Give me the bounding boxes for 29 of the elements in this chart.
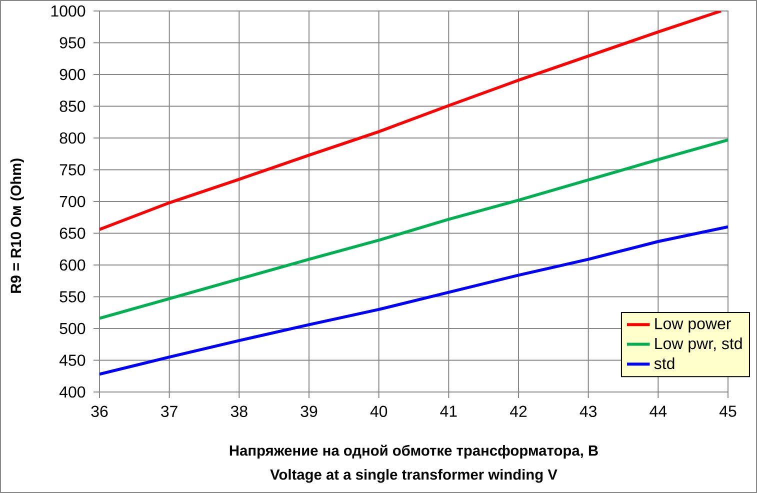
x-tick-label: 44 (650, 406, 667, 417)
x-tick-label: 45 (719, 406, 736, 417)
y-tick-label: 400 (59, 386, 86, 398)
y-tick-label: 750 (60, 164, 86, 176)
y-tick-label: 850 (60, 100, 86, 112)
x-tick-label: 38 (230, 406, 248, 418)
x-tick-label: 39 (300, 406, 318, 418)
y-tick-label: 800 (60, 132, 86, 144)
y-tick-label: 900 (60, 68, 86, 80)
x-tick-label: 41 (440, 406, 457, 417)
line-series (100, 11, 723, 231)
legend-label: Low pwr, std (655, 337, 742, 352)
y-tick-label: 700 (60, 196, 86, 208)
legend-label: Low power (655, 318, 731, 332)
x-tick-label: 42 (510, 406, 527, 417)
x-axis-title: Напряжение на одной обмотке трансформатора, В Voltage at a single transformer winding V (230, 444, 598, 483)
y-tick-label: 450 (59, 354, 86, 366)
y-tick-label: 1000 (51, 5, 86, 17)
y-tick-label: 500 (60, 322, 86, 334)
x-tick-label: 37 (161, 406, 178, 418)
y-tick-label: 600 (60, 259, 86, 271)
y-tick-label: 550 (60, 291, 86, 302)
y-tick-label: 950 (60, 37, 86, 48)
x-tick-label: 36 (91, 406, 108, 418)
y-tick-label: 650 (60, 228, 86, 239)
x-tick-label: 43 (580, 406, 597, 418)
legend-label: std (654, 357, 674, 370)
y-axis-title: R9 = R10 Ом (Ohm) (10, 158, 24, 293)
x-tick-label: 40 (370, 406, 388, 418)
